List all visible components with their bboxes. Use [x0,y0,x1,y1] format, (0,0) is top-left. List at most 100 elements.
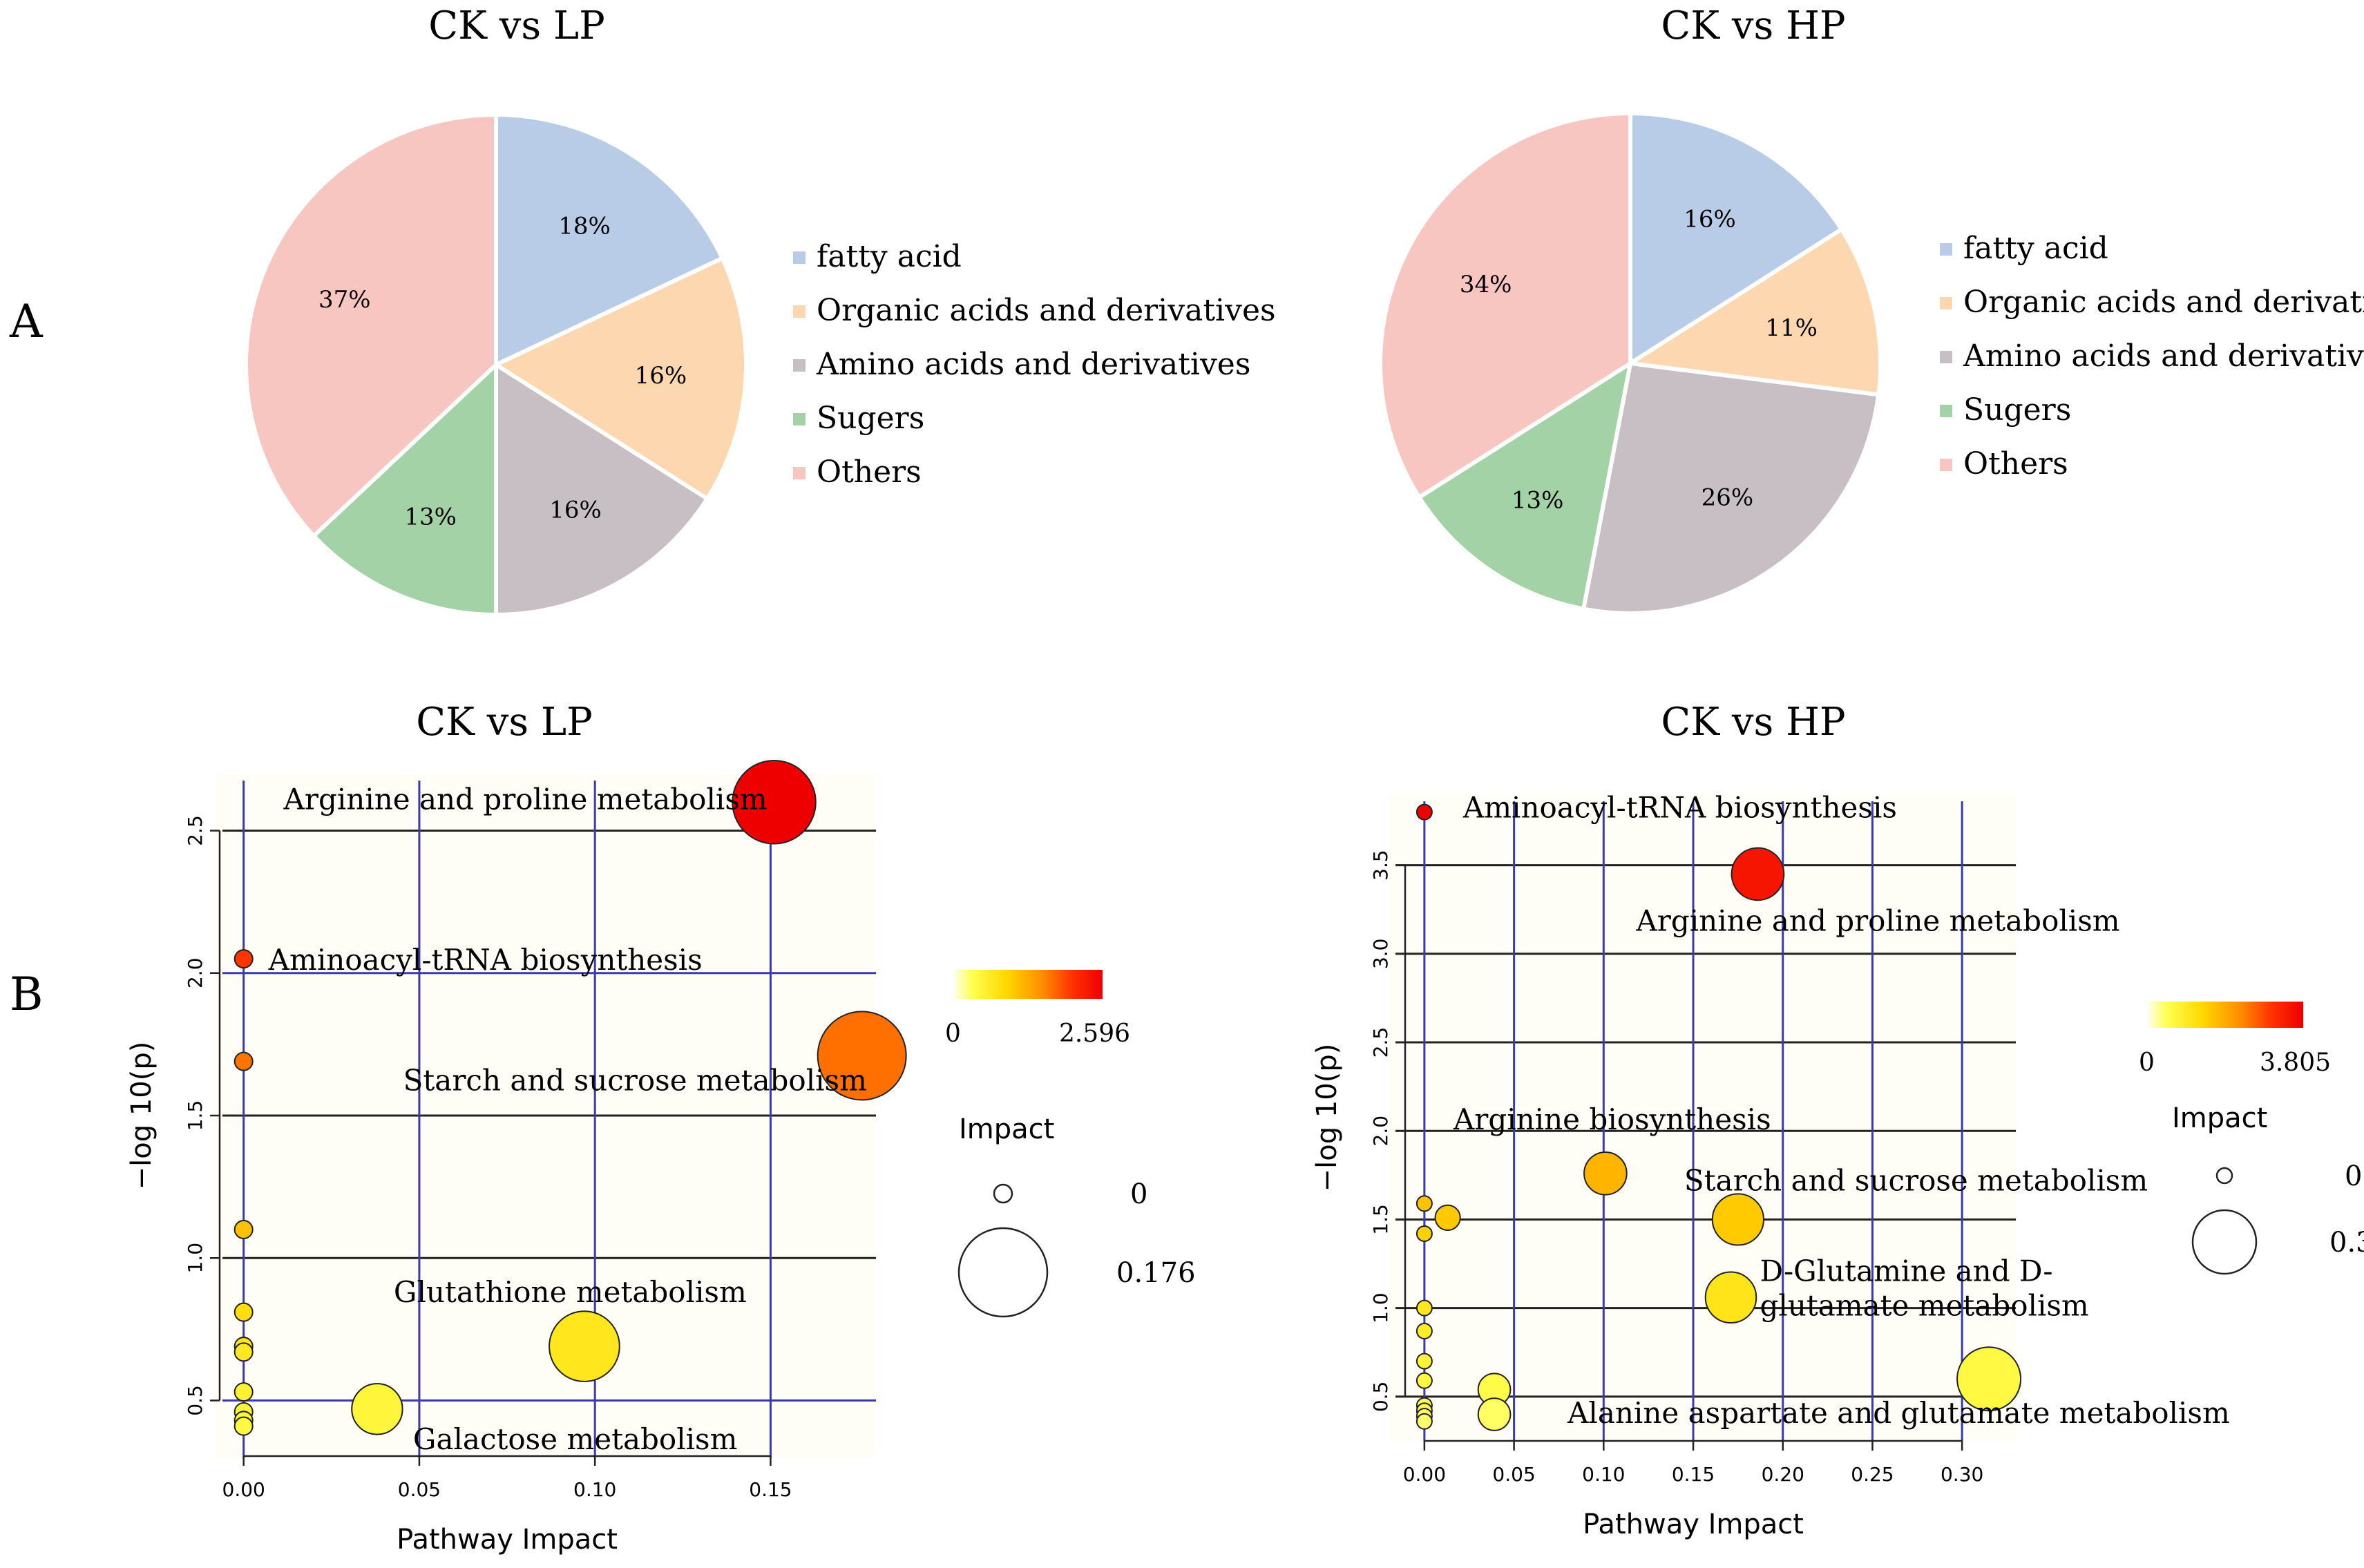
point-hp-8 [1415,1225,1433,1242]
pie-label-hp-sugers: 13% [1512,487,1564,515]
y-tick-label-hp-3: 2.0 [1369,1116,1392,1147]
pie-slice-lp-fatty-acid [494,112,725,368]
y-tick-label-hp-6: 3.5 [1369,850,1392,881]
point-lp-arginine-and-proline-metabolism [732,760,817,845]
legend-swatch-lp-others [793,467,806,479]
legend-swatch-hp-fatty-acid [1940,243,1952,256]
pie-label-lp-organic-acids-and-derivatives: 16% [635,362,687,390]
size-legend-circle-lp-1 [957,1227,1049,1318]
scatter-title-ck-vs-hp: CK vs HP [1661,700,1845,745]
point-hp-arginine-and-proline-metabolism [1731,847,1785,901]
point-hp-d-glutamine-and-d-glutamate-metabolism [1704,1271,1757,1324]
legend-label-lp-sugers: Sugers [817,401,924,436]
point-hp-18 [1477,1397,1512,1431]
size-legend-label-lp-0: 0 [1130,1178,1147,1210]
annotation-hp-arginine-and-proline-metabolism: Arginine and proline metabolism [1635,903,2119,937]
pie-label-lp-fatty-acid: 18% [558,212,611,240]
point-lp-9 [233,1342,254,1362]
pie-label-lp-amino-acids-and-derivatives: 16% [549,496,602,524]
pie-slice-hp-organic-acids-and-derivatives [1624,226,1883,397]
plot-area-hp [1389,794,2016,1441]
legend-swatch-hp-organic-acids-and-derivatives [1940,297,1952,309]
annotation-line-hp-d-glutamine-and-d-glutamate-metabolism-0: D-Glutamine and D- [1760,1254,2053,1288]
pie-slice-hp-amino-acids-and-derivatives [1581,361,1881,615]
pie-slice-lp-amino-acids-and-derivatives [494,361,710,618]
y-tick-label-lp-4: 2.5 [184,815,207,846]
pie-slice-hp-fatty-acid [1628,111,1845,367]
legend-swatch-lp-amino-acids-and-derivatives [793,359,806,372]
point-lp-galactose-metabolism [351,1383,403,1435]
size-legend-title-lp: Impact [959,1113,1054,1145]
size-legend-label-hp-0: 0 [2345,1160,2362,1192]
legend-swatch-lp-sugers [793,413,806,426]
x-tick-label-hp-3: 0.15 [1672,1463,1715,1486]
point-lp-aminoacyl-trna-biosynthesis [233,949,254,969]
legend-label-hp-sugers: Sugers [1963,392,2071,428]
y-tick-label-hp-5: 3.0 [1369,939,1392,970]
point-lp-starch-and-sucrose-metabolism [817,1011,907,1101]
pie-slice-lp-organic-acids-and-derivatives [491,255,749,502]
colorbar-hp [2148,1002,2303,1028]
pie-title-ck-vs-hp: CK vs HP [1661,3,1845,48]
colorbar-max-label-hp: 3.805 [2260,1049,2331,1077]
legend-swatch-lp-fatty-acid [793,251,806,264]
point-lp-glutathione-metabolism [549,1310,620,1382]
size-legend-circle-lp-0 [993,1183,1013,1204]
colorbar-lp [955,970,1103,999]
annotation-hp-aminoacyl-trna-biosynthesis: Aminoacyl-tRNA biosynthesis [1462,791,1897,825]
legend-label-lp-others: Others [817,455,922,490]
scatter-title-ck-vs-lp: CK vs LP [416,700,593,745]
pie-slice-hp-others [1378,111,1632,501]
x-tick-label-hp-2: 0.10 [1582,1463,1625,1486]
annotation-line-hp-d-glutamine-and-d-glutamate-metabolism-1: glutamate metabolism [1760,1288,2089,1322]
y-tick-label-lp-1: 1.0 [184,1243,207,1274]
point-hp-11 [1415,1352,1433,1370]
legend-label-lp-fatty-acid: fatty acid [817,239,962,274]
y-tick-label-lp-3: 2.0 [184,957,207,988]
x-axis-label-hp: Pathway Impact [1583,1509,1804,1540]
x-tick-label-hp-6: 0.30 [1941,1463,1983,1486]
pie-label-lp-others: 37% [318,286,371,314]
x-tick-label-hp-0: 0.00 [1403,1463,1446,1486]
point-hp-6 [1434,1204,1461,1231]
legend-label-hp-organic-acids-and-derivatives: Organic acids and derivatives [1963,285,2364,320]
legend-label-hp-others: Others [1963,446,2068,481]
y-axis-label-hp: −log 10(p) [1311,1044,1343,1192]
annotation-lp-glutathione-metabolism: Glutathione metabolism [394,1275,747,1309]
y-tick-label-hp-0: 0.5 [1369,1381,1392,1413]
annotation-hp-arginine-biosynthesis: Arginine biosynthesis [1453,1102,1771,1136]
y-tick-label-hp-1: 1.0 [1369,1292,1392,1323]
x-tick-label-lp-0: 0.00 [222,1478,265,1501]
pathway-plot-ck-vs-hp: CK vs HP 0.5 1.0 1.5 2.0 2.5 3.0 3.5 0.00 0.05 0.… [1311,700,2364,1540]
colorbar-min-label-hp: 0 [2139,1049,2155,1077]
point-hp-alanine-aspartate-and-glutamate-metabolism [1956,1346,2022,1412]
pie-chart-ck-vs-lp: CK vs LP 18% 16% 16% 13% 37% fatty acid Organ… [244,3,1276,618]
annotation-hp-starch-and-sucrose-metabolism: Starch and sucrose metabolism [1684,1163,2148,1197]
size-legend-circle-hp-1 [2191,1209,2258,1275]
pie-label-hp-fatty-acid: 16% [1684,206,1736,233]
colorbar-max-label-lp: 2.596 [1059,1020,1130,1048]
size-legend-label-hp-1: 0.315 [2329,1227,2364,1259]
point-hp-10 [1415,1323,1433,1340]
y-tick-label-lp-0: 0.5 [184,1385,207,1416]
size-legend-title-hp: Impact [2172,1102,2267,1134]
x-tick-label-hp-4: 0.20 [1762,1463,1804,1486]
annotation-lp-starch-and-sucrose-metabolism: Starch and sucrose metabolism [403,1063,867,1097]
x-tick-label-lp-3: 0.15 [749,1478,792,1501]
pie-label-hp-amino-acids-and-derivatives: 26% [1701,484,1754,511]
pathway-plot-ck-vs-lp: CK vs LP 0.5 1.0 1.5 2.0 2.5 0.00 0.05 0.10 0.15… [126,700,1196,1556]
pie-label-lp-sugers: 13% [404,503,457,530]
annotation-hp-d-glutamine-and-d-glutamate-metabolism: D-Glutamine and D-glutamate metabolism [1760,1254,2089,1322]
annotation-lp-galactose-metabolism: Galactose metabolism [413,1422,738,1456]
colorbar-min-label-lp: 0 [945,1020,961,1048]
annotation-hp-alanine-aspartate-and-glutamate-metabolism: Alanine aspartate and glutamate metaboli… [1567,1396,2230,1430]
pie-label-hp-organic-acids-and-derivatives: 11% [1765,314,1818,342]
pie-chart-ck-vs-hp: CK vs HP 16% 11% 26% 13% 34% fatty acid Organ… [1378,3,2364,615]
point-hp-starch-and-sucrose-metabolism [1711,1193,1764,1246]
x-tick-label-hp-5: 0.25 [1851,1463,1894,1486]
size-legend-label-lp-1: 0.176 [1116,1257,1196,1289]
annotation-lp-arginine-and-proline-metabolism: Arginine and proline metabolism [283,782,768,816]
pie-slice-lp-sugers [310,360,498,618]
legend-label-lp-amino-acids-and-derivatives: Amino acids and derivatives [816,347,1250,382]
legend-swatch-hp-sugers [1940,405,1952,417]
